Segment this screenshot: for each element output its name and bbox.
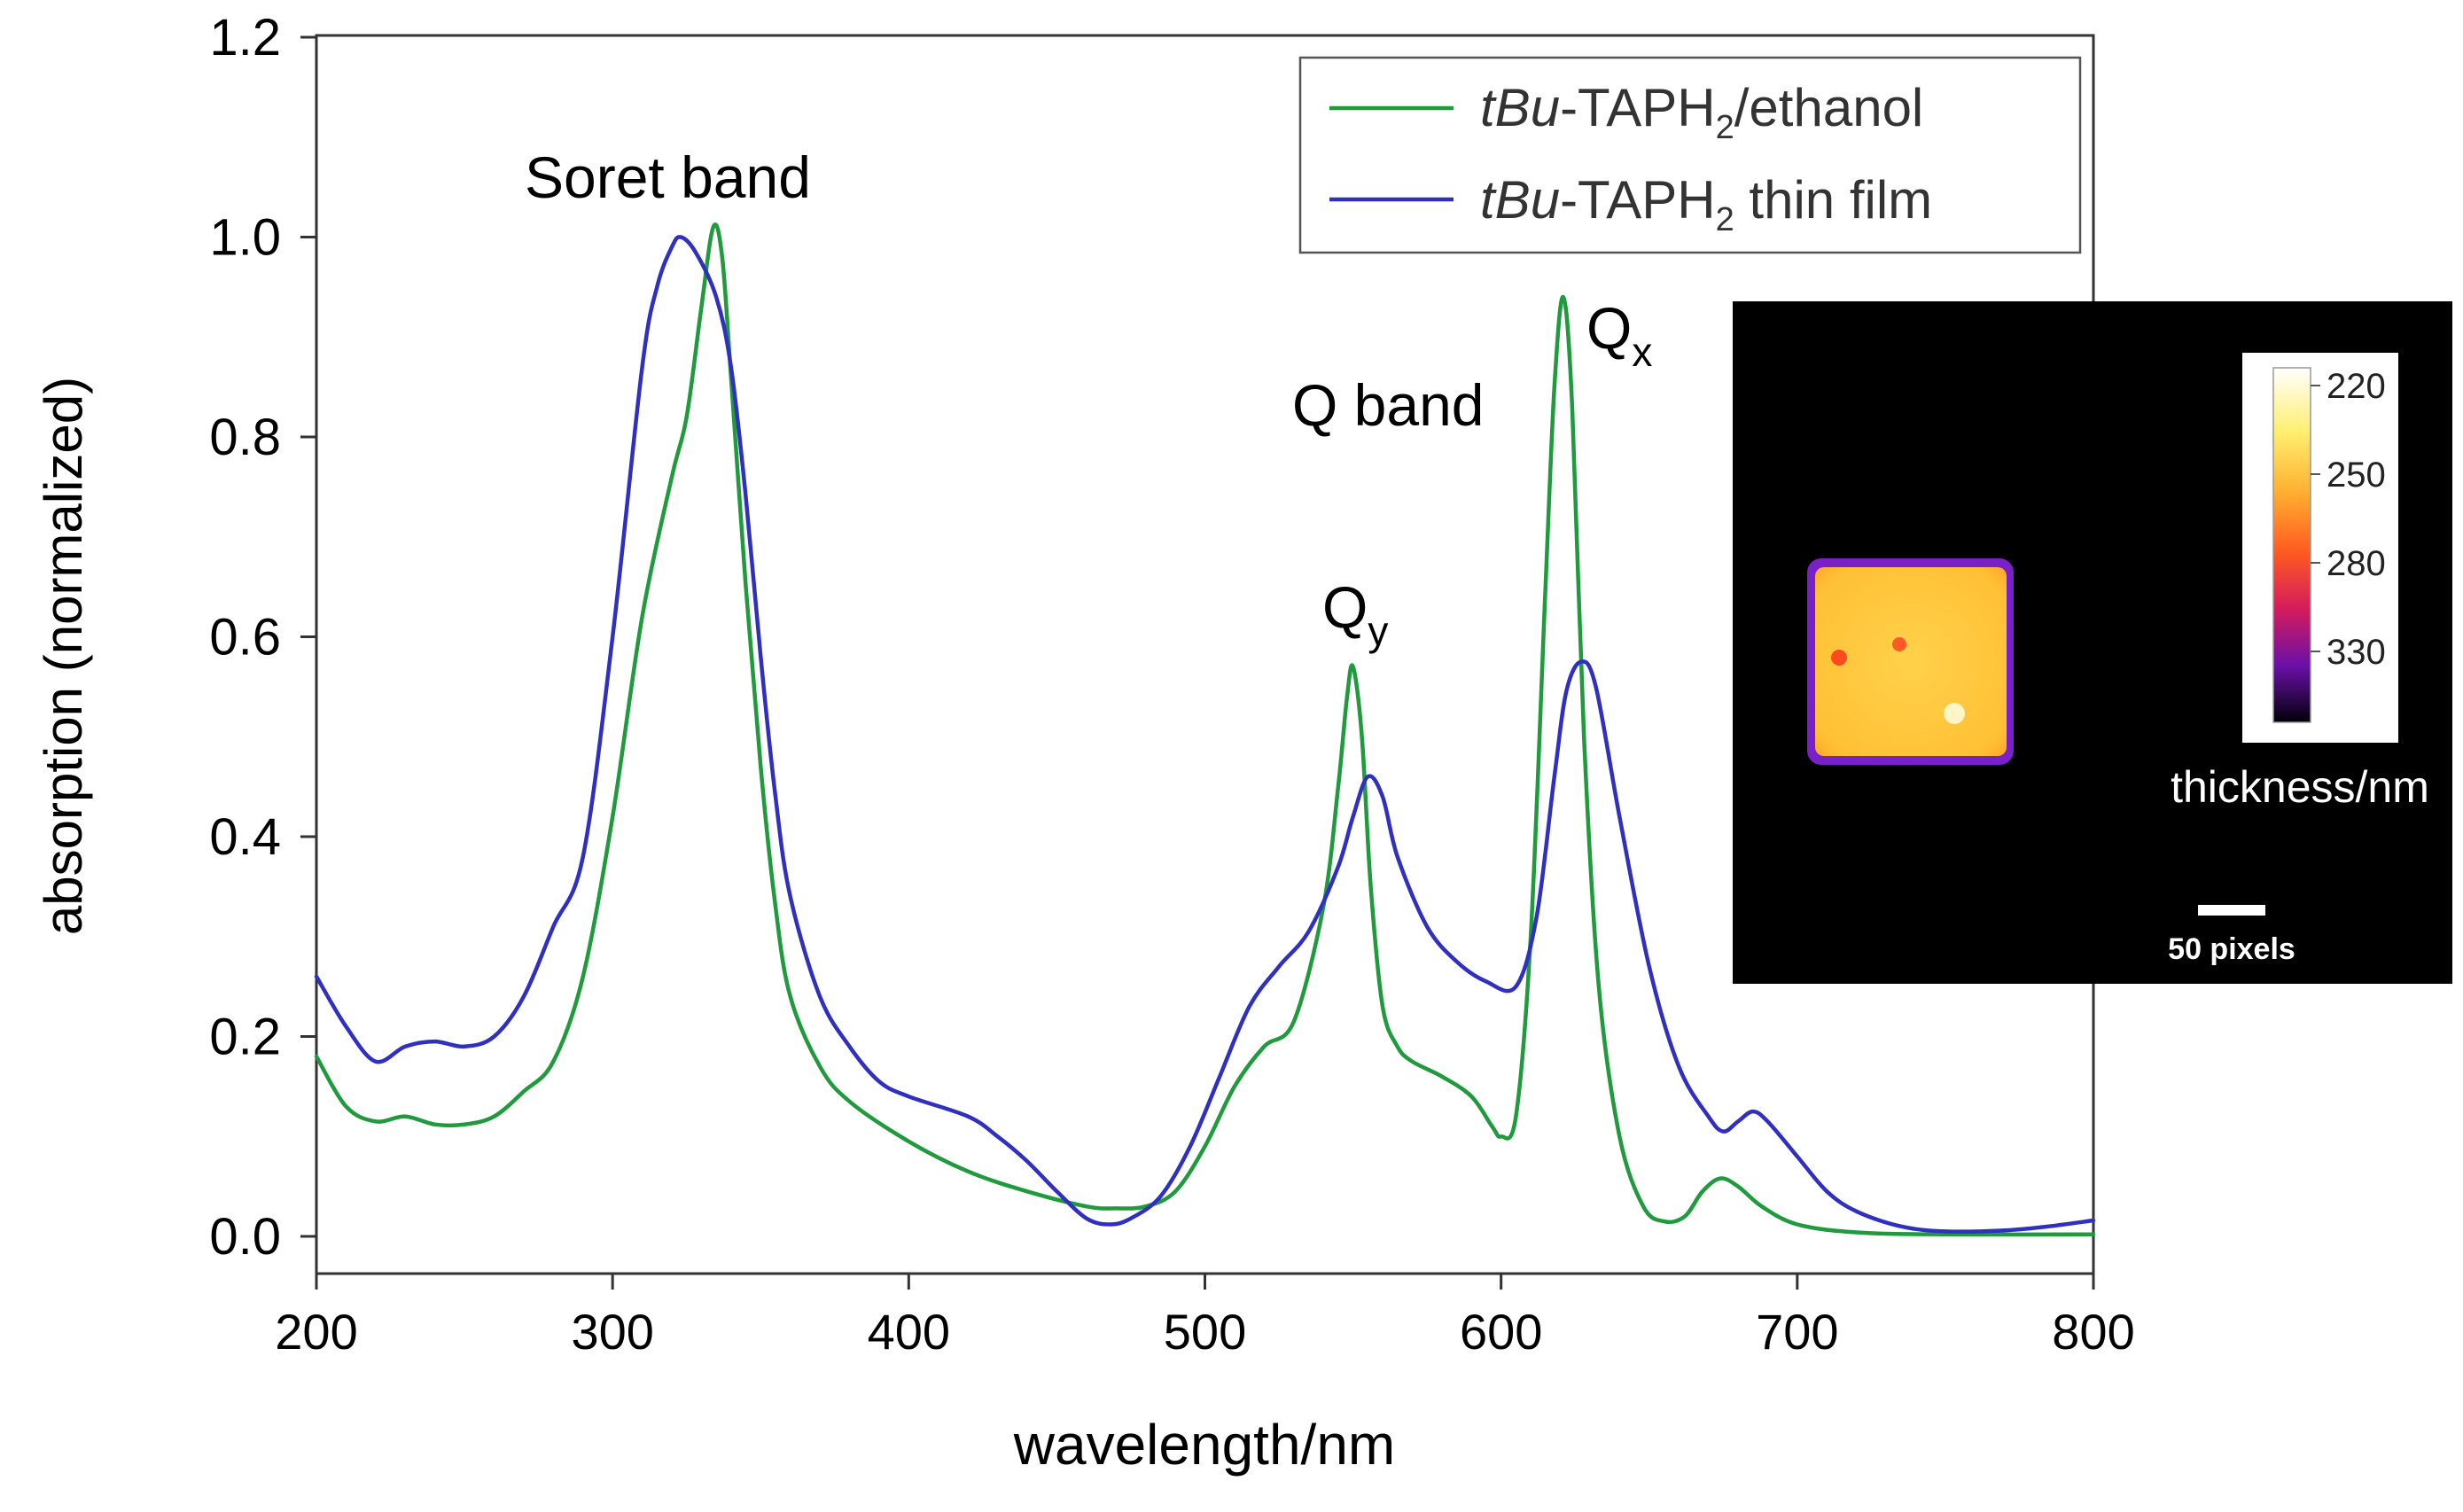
legend-box — [1298, 56, 2082, 254]
colorbar — [2272, 367, 2311, 723]
annotation-q-band: Q band — [1292, 372, 1485, 438]
colorbar-label: thickness/nm — [2171, 762, 2429, 812]
annotation-soret-band: Soret band — [525, 144, 811, 210]
y-tick-label: 1.2 — [209, 9, 281, 66]
legend: tBu-TAPH2/ethanol tBu-TAPH2 thin film — [1298, 56, 2082, 254]
y-axis-ticks: 0.0 0.2 0.4 0.6 0.8 1.0 1.2 — [209, 9, 316, 1266]
colorbar-ticks: 220 250 280 330 — [2311, 367, 2386, 672]
colorbar-tick-label: 250 — [2327, 456, 2386, 495]
y-tick-label: 0.0 — [209, 1208, 281, 1266]
scale-bar — [2198, 905, 2265, 916]
thickness-map-inset: 220 250 280 330 thickness/nm 50 pixels — [1733, 301, 2452, 984]
x-tick-label: 700 — [1756, 1304, 1838, 1360]
x-axis-label: wavelength/nm — [1013, 1413, 1395, 1477]
series-layer — [314, 222, 2096, 1237]
annotation-qx: Qx — [1586, 295, 1652, 375]
colorbar-tick-label: 280 — [2327, 544, 2386, 583]
colorbar-tick-label: 330 — [2327, 633, 2386, 672]
x-tick-label: 300 — [571, 1304, 653, 1360]
x-tick-label: 200 — [275, 1304, 357, 1360]
x-tick-label: 800 — [2052, 1304, 2134, 1360]
y-tick-label: 0.2 — [209, 1009, 281, 1066]
series-line-ethanol — [314, 222, 2096, 1237]
y-tick-label: 0.6 — [209, 609, 281, 666]
annotation-qy: Qy — [1322, 574, 1388, 654]
series-line-thin-film — [314, 235, 2096, 1234]
y-tick-label: 1.0 — [209, 209, 281, 267]
y-tick-label: 0.8 — [209, 409, 281, 466]
y-tick-label: 0.4 — [209, 808, 281, 866]
x-tick-label: 500 — [1164, 1304, 1246, 1360]
y-axis-label: absorption (normalized) — [34, 377, 93, 935]
x-axis-ticks: 200 300 400 500 600 700 800 — [275, 1274, 2135, 1360]
scale-bar-label: 50 pixels — [2168, 932, 2295, 966]
film-bright-spot — [1944, 703, 1965, 724]
legend-label-thin-film: tBu-TAPH2 thin film — [1480, 170, 1932, 238]
colorbar-tick-label: 220 — [2327, 367, 2386, 406]
film-defect-spot — [1892, 637, 1906, 651]
legend-label-ethanol: tBu-TAPH2/ethanol — [1480, 78, 1923, 146]
x-tick-label: 400 — [868, 1304, 950, 1360]
x-tick-label: 600 — [1460, 1304, 1542, 1360]
film-defect-spot — [1831, 650, 1847, 666]
colorbar-panel — [2242, 353, 2398, 743]
